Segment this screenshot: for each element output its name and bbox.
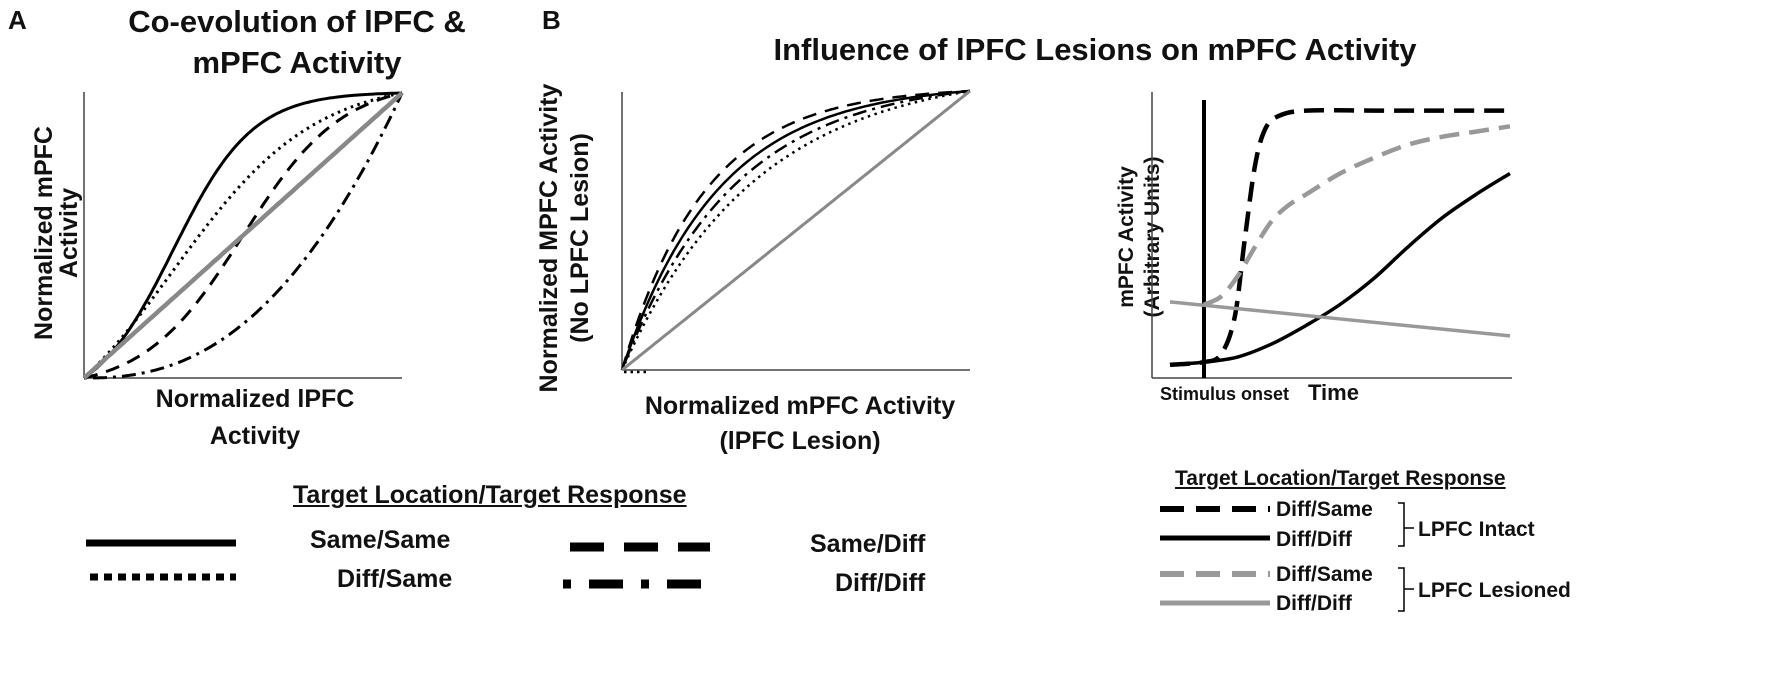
panel-b-title: Influence of lPFC Lesions on mPFC Activi… (773, 32, 1417, 67)
stimulus-onset-annotation: Stimulus onset (1160, 384, 1290, 404)
series-line-diff-same (620, 89, 971, 371)
legend-label-same-diff: Same/Diff (810, 530, 926, 558)
series-line-diff-diff (84, 92, 404, 380)
series-line-same-same (83, 91, 403, 380)
chart-b-xlabel-line2: (lPFC Lesion) (719, 427, 881, 455)
legend-time-label-1: Diff/Same (1276, 498, 1373, 521)
chart-b-xlabel-line1: Normalized mPFC Activity (644, 392, 956, 420)
series-line-diff-diff-lpfc-lesioned (1169, 300, 1511, 338)
panel-a-title-line2: mPFC Activity (192, 45, 402, 80)
chart-a-lines (82, 91, 404, 380)
legend-label-diff-diff: Diff/Diff (835, 569, 926, 597)
panel-a-title-line1: Co-evolution of lPFC & (128, 4, 466, 39)
legend-time-label-4: Diff/Diff (1276, 592, 1352, 615)
legend-time-heading: Target Location/Target Response (1175, 467, 1506, 490)
series-line-reference (82, 91, 404, 380)
series-line-same-same (620, 89, 971, 371)
legend-bracket-intact (1398, 502, 1414, 547)
legend-time-group-intact: LPFC Intact (1418, 518, 1535, 541)
chart-a-xlabel-line1: Normalized lPFC (155, 385, 355, 413)
legend-time-label-3: Diff/Same (1276, 563, 1373, 586)
chart-b-lines (620, 89, 971, 372)
chart-b-axes (621, 92, 970, 371)
series-line-reference (621, 89, 971, 372)
panel-b-letter: B (542, 5, 561, 35)
panel-a-letter: A (8, 5, 27, 35)
chart-a-axes (83, 92, 402, 379)
series-line-diff-diff (620, 89, 971, 371)
chart-c-xlabel: Time (1308, 380, 1359, 405)
series-line-diff-same-lpfc-intact (1169, 107, 1510, 368)
series-line-diff-same-lpfc-lesioned (1203, 124, 1511, 307)
series-line-diff-diff-lpfc-intact (1169, 172, 1511, 367)
series-line-diff-same (82, 91, 403, 380)
chart-a-xlabel-line2: Activity (209, 422, 301, 450)
legend-main-heading: Target Location/Target Response (293, 481, 687, 509)
legend-time-group-lesioned: LPFC Lesioned (1418, 579, 1571, 602)
legend-label-same-same: Same/Same (310, 526, 451, 554)
chart-c-axes (1151, 92, 1512, 379)
legend-label-diff-same: Diff/Same (337, 565, 453, 593)
chart-c-lines (1169, 100, 1511, 378)
legend-bracket-lesioned (1398, 567, 1414, 612)
legend-time-label-2: Diff/Diff (1276, 528, 1352, 551)
